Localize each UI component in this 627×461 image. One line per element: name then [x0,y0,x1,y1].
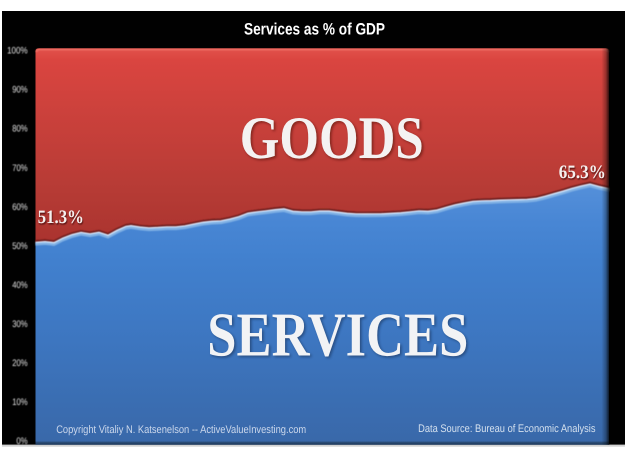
svg-text:100%: 100% [7,46,28,57]
svg-text:GOODS: GOODS [240,105,424,172]
svg-text:SERVICES: SERVICES [207,299,468,369]
svg-text:60%: 60% [12,202,28,213]
svg-text:10%: 10% [12,397,28,408]
svg-text:65.3%: 65.3% [559,162,606,183]
svg-text:GOODS: GOODS [241,107,425,174]
svg-text:SERVICES: SERVICES [209,301,470,371]
svg-text:80%: 80% [12,124,28,135]
svg-text:90%: 90% [12,85,28,96]
svg-text:20%: 20% [12,358,28,369]
svg-text:0%: 0% [16,436,28,447]
svg-text:65.3%: 65.3% [560,163,607,184]
svg-text:Services as % of GDP: Services as % of GDP [244,21,385,39]
svg-text:50%: 50% [12,241,28,252]
svg-text:70%: 70% [12,163,28,174]
svg-text:Data Source: Bureau of Economi: Data Source: Bureau of Economic Analysis [418,423,596,435]
svg-text:40%: 40% [12,280,28,291]
svg-text:30%: 30% [12,319,28,330]
svg-text:51.3%: 51.3% [38,207,84,228]
svg-text:Copyright Vitaliy N. Katsenels: Copyright Vitaliy N. Katsenelson -- Acti… [56,424,306,436]
svg-text:51.3%: 51.3% [39,209,85,230]
